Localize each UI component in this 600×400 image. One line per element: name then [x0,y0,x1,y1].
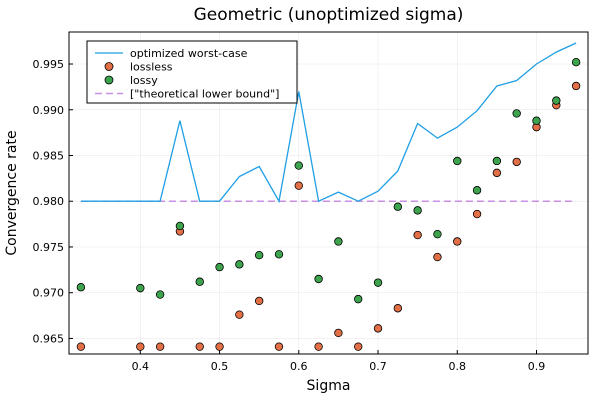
x-tick-label: 0.9 [528,360,546,373]
lossy-point [571,57,581,67]
lossy-point [433,229,442,239]
legend-label-optimized-worst-case: optimized worst-case [130,47,248,60]
y-axis-label: Convergence rate [4,130,20,255]
chart-title: Geometric (unoptimized sigma) [194,5,464,25]
legend-label-lossless: lossless [130,61,173,74]
legend: optimized worst-caselosslesslossy["theor… [86,40,298,104]
lossy-point [453,156,462,166]
y-tick-label: 0.980 [33,195,65,208]
y-tick-label: 0.965 [33,332,65,345]
y-tick-label: 0.975 [33,241,65,254]
lossy-point [235,260,244,269]
lossy-point [274,250,284,259]
lossless-point [393,304,403,313]
ticks: 0.4 0.5 0.6 0.7 0.8 0.9 0.965 0.970 0.975 0.980 0.… [33,58,546,373]
lossless-point [453,237,462,246]
x-tick-label: 0.8 [449,360,467,373]
lossy-point [492,156,502,166]
lossless-point [492,168,502,178]
optimized-worst-case-line [80,42,577,204]
lossy-point [552,96,561,105]
lossless-point [472,209,482,219]
lossy-point [294,161,303,170]
lossy-point [393,202,403,211]
legend-swatch-lossy [104,75,114,85]
lossy-point [472,186,482,195]
lossy-point [215,262,224,272]
lossy-point [136,283,145,293]
lossless-point [413,230,422,240]
lossy-point [334,237,343,246]
lossy-point [155,290,165,299]
legend-label-theoretical-lower-bound: ["theoretical lower bound"] [130,88,279,101]
lossless-point [334,328,343,338]
lossy-point [354,294,363,304]
y-tick-label: 0.970 [33,287,65,300]
lossless-point [254,296,264,306]
lossless-point [215,342,224,351]
lossy-point [254,251,264,260]
lossy-point [195,277,204,286]
x-axis-label: Sigma [307,378,351,394]
lossless-point [373,324,383,333]
lossless-point [294,181,303,190]
x-tick-label: 0.4 [132,360,150,373]
lossless-point [195,342,204,351]
plot-frame [68,31,589,355]
lossy-point [413,206,422,215]
lossless-point [155,342,165,351]
lossless-point [235,310,244,319]
legend-swatch-lossless [104,62,114,71]
lossless-point [314,342,323,351]
y-tick-label: 0.985 [33,149,65,162]
lossless-point [136,342,145,351]
lossy-point [532,116,541,125]
y-tick-label: 0.995 [33,58,65,71]
y-tick-label: 0.990 [33,104,65,117]
lossless-point [354,342,363,351]
series-layer [76,42,581,351]
lossy-point [373,278,383,287]
lossless-point [76,342,86,351]
x-tick-label: 0.6 [290,360,308,373]
x-tick-label: 0.7 [369,360,387,373]
lossless-point [274,342,284,351]
legend-label-lossy: lossy [130,74,158,87]
x-tick-label: 0.5 [211,360,229,373]
lossy-point [314,274,323,284]
lossy-point [76,283,86,292]
legend-box [86,40,298,104]
lossless-point [433,252,442,262]
lossy-point [175,221,185,231]
lossless-point [571,81,581,91]
lossy-point [512,109,521,118]
lossless-point [512,157,521,167]
